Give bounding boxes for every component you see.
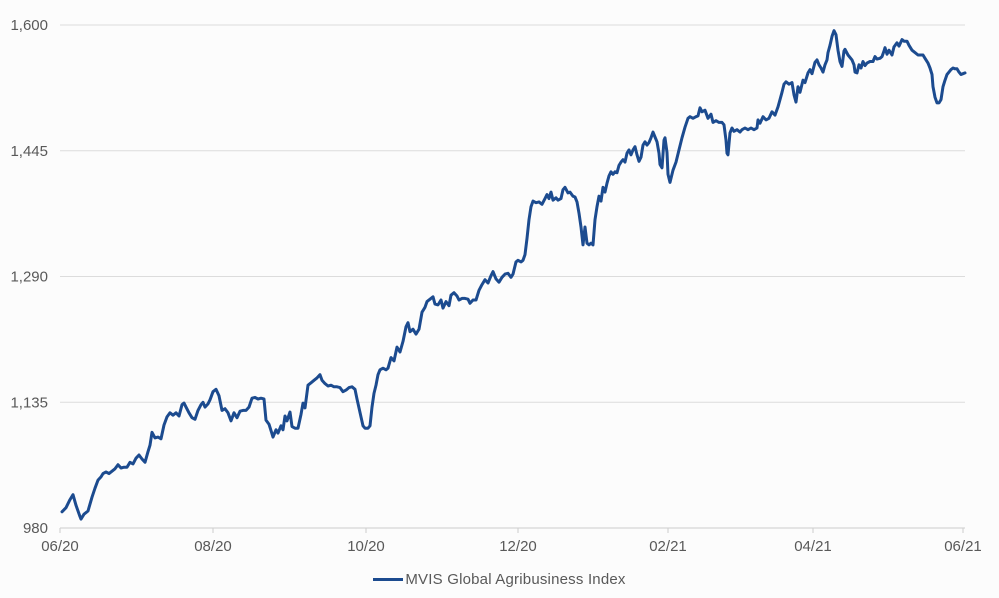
x-axis-tick-label: 06/20 xyxy=(41,538,79,555)
x-axis-tick-label: 02/21 xyxy=(649,538,687,555)
y-axis-tick-label: 1,290 xyxy=(10,269,48,286)
x-axis-tick-label: 06/21 xyxy=(944,538,982,555)
y-axis-tick-label: 1,600 xyxy=(10,17,48,34)
x-axis-tick-label: 10/20 xyxy=(347,538,385,555)
x-axis-tick-label: 12/20 xyxy=(499,538,537,555)
y-axis-tick-label: 1,135 xyxy=(10,394,48,411)
legend-line-swatch xyxy=(373,578,404,581)
y-axis-tick-label: 1,445 xyxy=(10,143,48,160)
line-chart-plot-area: 980 1,135 1,290 1,445 1,600 06/20 08/20 10/20 12… xyxy=(10,17,982,555)
y-axis-tick-label: 980 xyxy=(23,520,48,537)
x-axis-tick-label: 08/20 xyxy=(194,538,232,555)
index-data-line xyxy=(60,29,967,521)
x-axis-tick-label: 04/21 xyxy=(794,538,832,555)
legend: MVIS Global Agribusiness Index xyxy=(0,560,999,598)
legend-label: MVIS Global Agribusiness Index xyxy=(405,570,626,588)
